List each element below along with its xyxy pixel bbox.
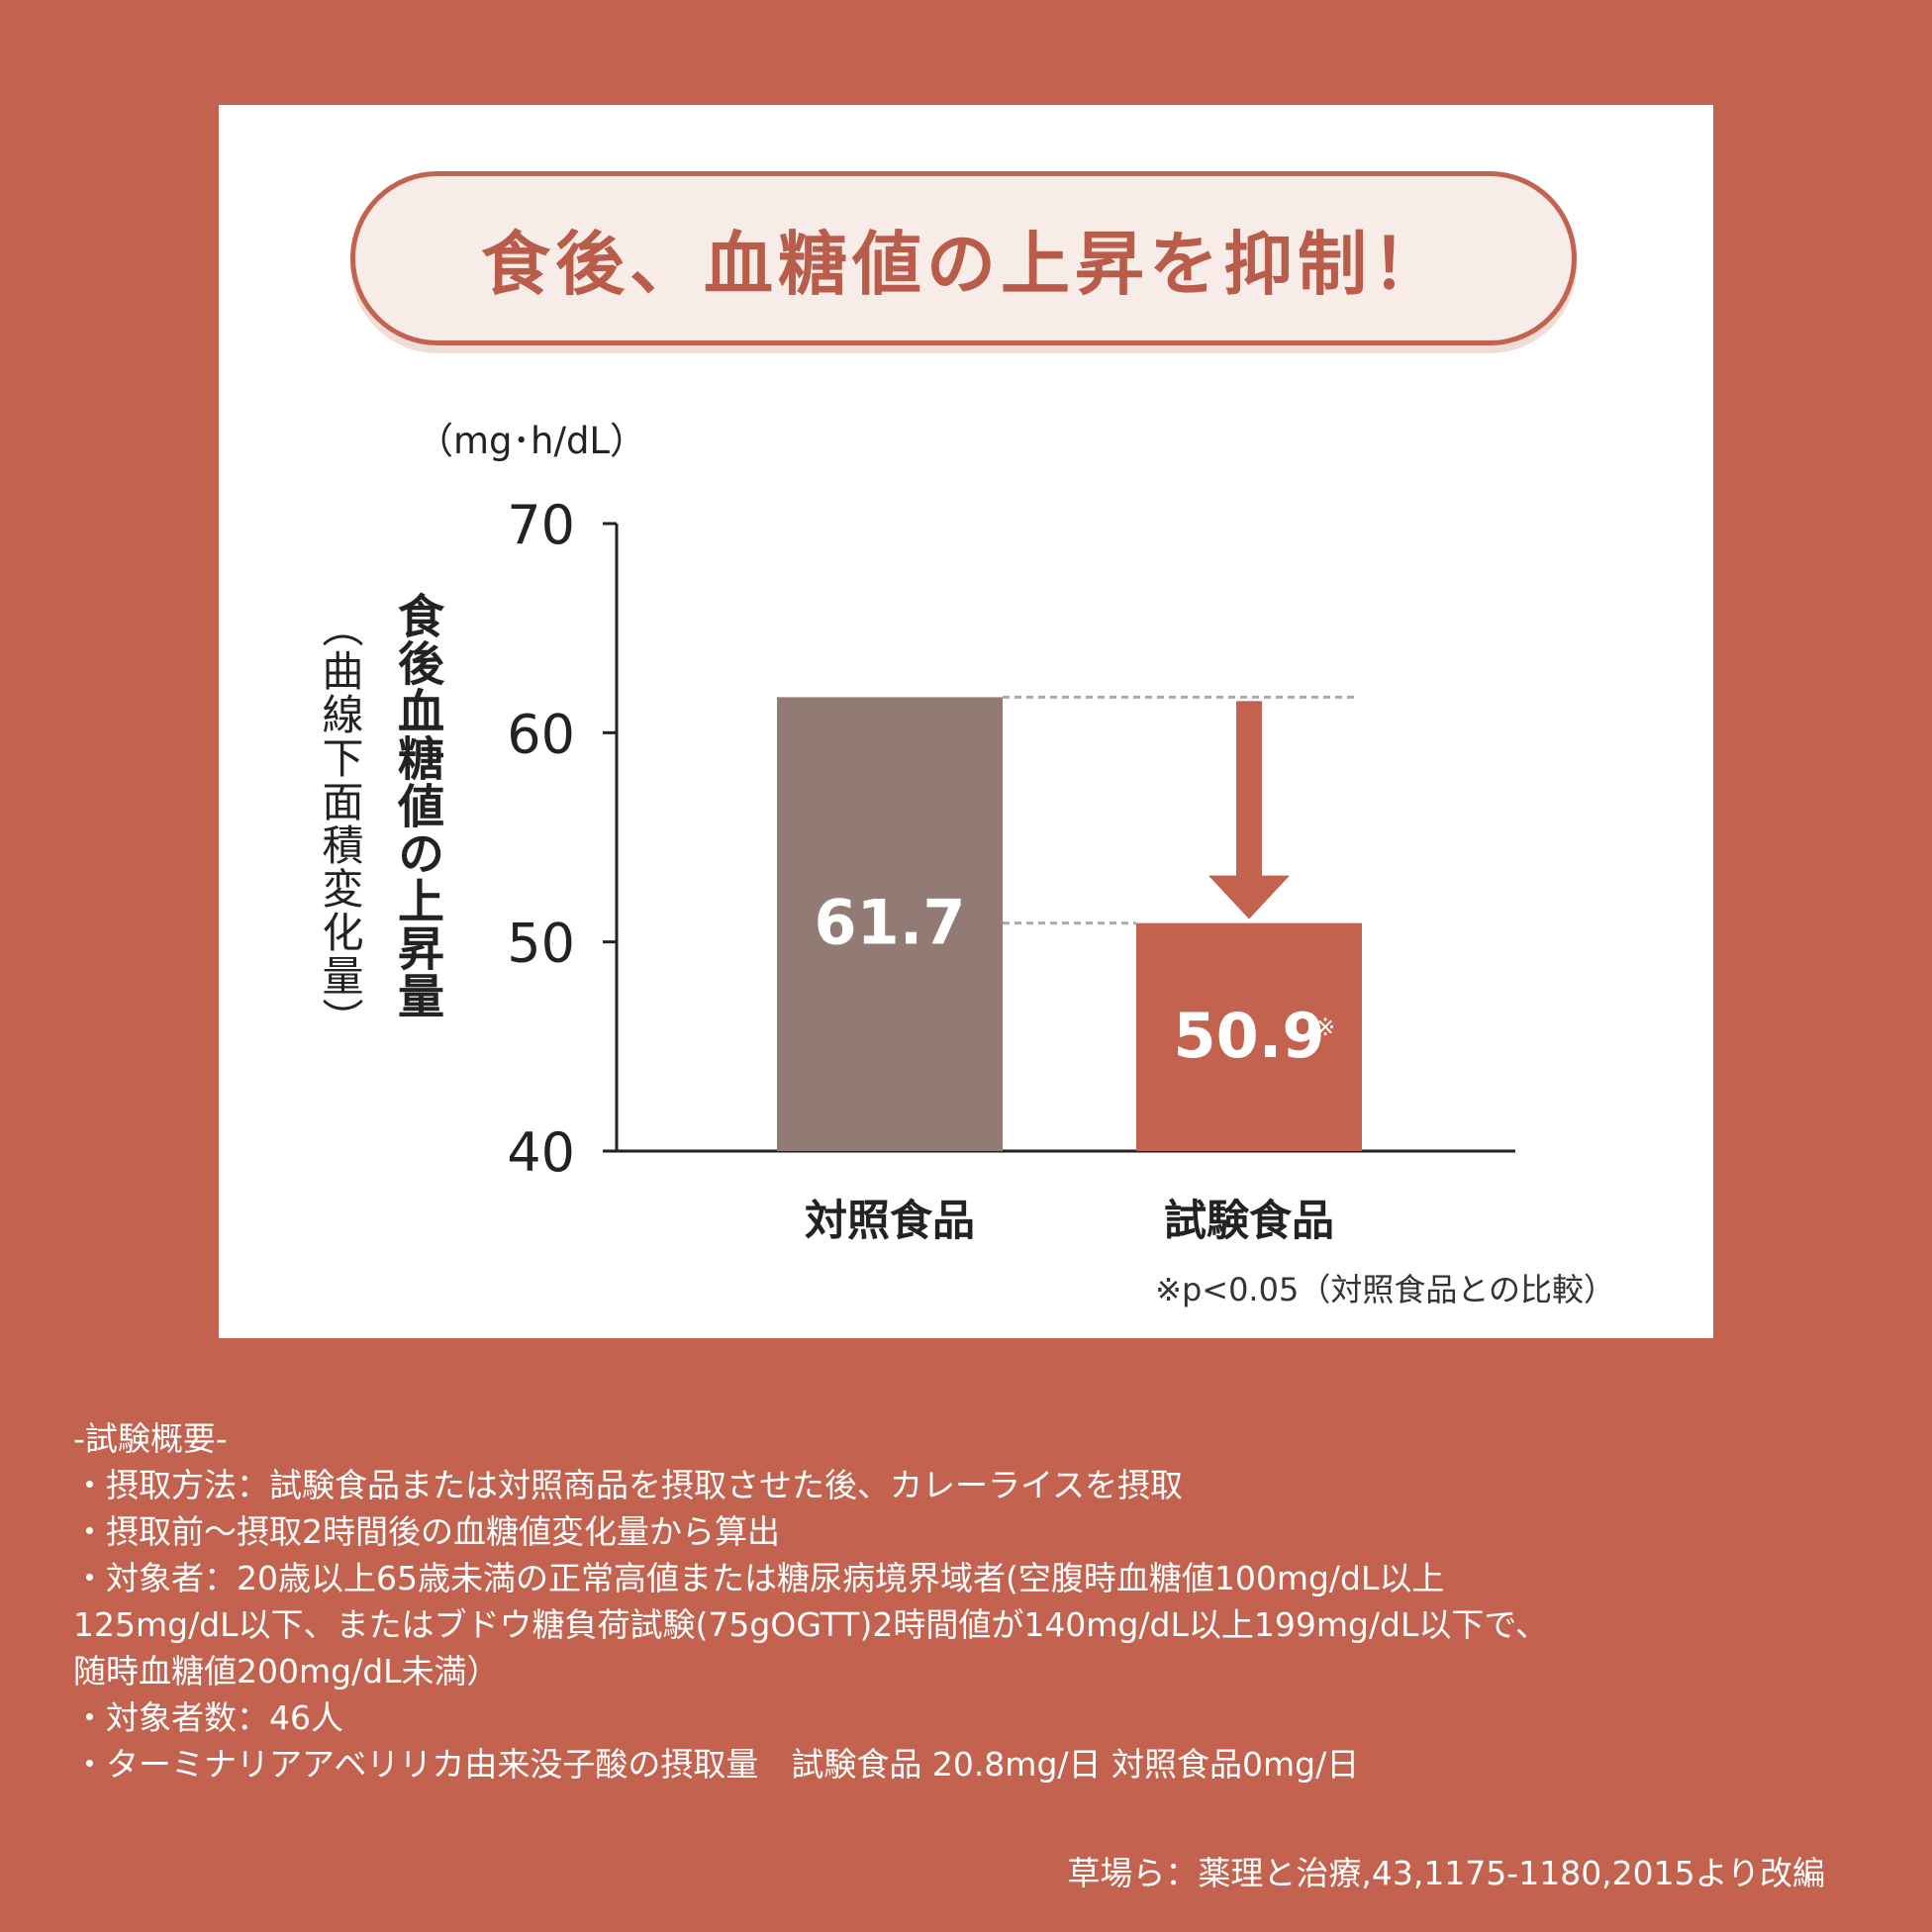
y-axis-unit: （mg･h/dL） [417, 420, 646, 462]
headline-text: 食後、血糖値の上昇を抑制！ [481, 223, 1446, 305]
chart-card: 食後、血糖値の上昇を抑制！ （mg･h/dL） 40 50 60 70 61.7 対照食品 5… [219, 105, 1713, 1338]
headline-banner: 食後、血糖値の上昇を抑制！ [350, 171, 1577, 345]
y-axis-sublabel: （曲線下面積変化量） [316, 606, 364, 1041]
note-line: ・摂取方法：試験食品または対照商品を摂取させた後、カレーライスを摂取 [73, 1466, 1184, 1504]
note-line: 125mg/dL以下、またはブドウ糖負荷試験(75gOGTT)2時間値が140m… [73, 1605, 1549, 1644]
note-line: -試験概要- [73, 1419, 228, 1458]
note-line: ・摂取前〜摂取2時間後の血糖値変化量から算出 [73, 1512, 780, 1551]
bar-control [777, 697, 1003, 1151]
bar-value-label: 50.9 [1174, 1000, 1325, 1072]
y-tick-label: 70 [507, 494, 575, 556]
x-category-label: 対照食品 [805, 1197, 975, 1246]
note-line: ・対象者：20歳以上65歳未満の正常高値または糖尿病境界域者(空腹時血糖値100… [73, 1559, 1445, 1597]
significance-mark: ※ [1315, 1014, 1335, 1041]
down-arrow-icon [1208, 701, 1290, 919]
y-tick-label: 40 [507, 1121, 575, 1184]
note-line: ・対象者数：46人 [73, 1698, 343, 1737]
x-category-label: 試験食品 [1164, 1197, 1334, 1246]
y-tick-label: 50 [507, 913, 575, 975]
note-line: 随時血糖値200mg/dL未満） [73, 1652, 500, 1690]
bar-chart: （mg･h/dL） 40 50 60 70 61.7 対照食品 50.9※ 試験食品 ※p<0.0… [417, 420, 1615, 1308]
bar-value-label: 61.7 [815, 887, 966, 959]
bar-test [1136, 922, 1362, 1151]
note-line: ・ターミナリアアベリリカ由来没子酸の摂取量 試験食品 20.8mg/日 対照食品… [73, 1745, 1360, 1784]
significance-footnote: ※p<0.05（対照食品との比較） [1155, 1271, 1615, 1308]
y-tick-label: 60 [507, 703, 575, 765]
y-axis-label: 食後血糖値の上昇量 [389, 592, 443, 1019]
source-citation: 草場ら：薬理と治療,43,1175-1180,2015より改編 [1067, 1854, 1825, 1892]
study-notes: -試験概要- ・摂取方法：試験食品または対照商品を摂取させた後、カレーライスを摂取… [73, 1415, 1875, 1787]
